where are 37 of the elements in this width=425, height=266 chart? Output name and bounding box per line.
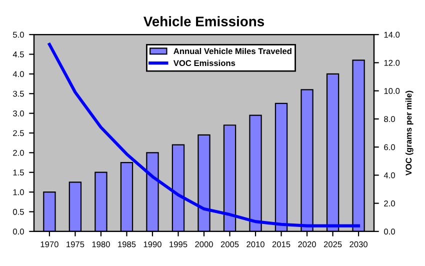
x-tick-label: 2005 xyxy=(220,241,239,248)
x-tick-label: 1980 xyxy=(92,241,110,248)
x-tick-label: 1970 xyxy=(40,241,58,248)
y2-tick-label: 14.0 xyxy=(384,32,400,38)
x-tick-label: 1975 xyxy=(66,241,84,248)
y-tick-label: 4.0 xyxy=(12,71,24,78)
x-tick-label: 1985 xyxy=(118,241,136,248)
y-tick-label: 1.5 xyxy=(13,170,24,176)
x-tick-label: 2020 xyxy=(298,241,316,248)
x-tick-label: 2010 xyxy=(246,241,264,248)
y-tick-label: 4.5 xyxy=(12,52,24,58)
y-tick-label: 3.5 xyxy=(13,90,24,97)
y2-tick-label: 2.0 xyxy=(384,200,395,206)
legend-label: Annual Vehicle Miles Traveled xyxy=(174,48,292,54)
y-tick-label: 0.5 xyxy=(13,208,24,215)
y2-tick-label: 6.0 xyxy=(384,144,395,150)
x-tick-label: 2000 xyxy=(195,241,213,248)
y2-axis-title: VOC (grams per mile) xyxy=(405,90,414,176)
legend-label: VOC Emissions xyxy=(173,60,236,66)
line-series xyxy=(48,42,360,228)
chart-title: Vehicle Emissions xyxy=(143,16,264,26)
x-tick-label: 1995 xyxy=(170,241,188,248)
x-tick-label: 2030 xyxy=(350,241,368,248)
y2-tick-label: 0.0 xyxy=(384,228,395,235)
x-tick-label: 1990 xyxy=(144,241,162,248)
y-tick-label: 3.0 xyxy=(13,110,24,116)
y2-tick-label: 10.0 xyxy=(384,88,400,94)
y-tick-label: 2.5 xyxy=(13,130,24,136)
x-tick-label: 2025 xyxy=(324,241,342,248)
y-tick-label: 2.0 xyxy=(13,150,24,156)
y-tick-label: 1.0 xyxy=(13,189,24,196)
y-tick-label: 0.0 xyxy=(13,228,24,235)
y2-tick-label: 8.0 xyxy=(384,116,395,122)
y-tick-label: 5.0 xyxy=(13,32,24,38)
x-tick-label: 2015 xyxy=(272,241,290,248)
y2-tick-label: 4.0 xyxy=(384,172,395,178)
y2-tick-label: 12.0 xyxy=(384,60,400,66)
